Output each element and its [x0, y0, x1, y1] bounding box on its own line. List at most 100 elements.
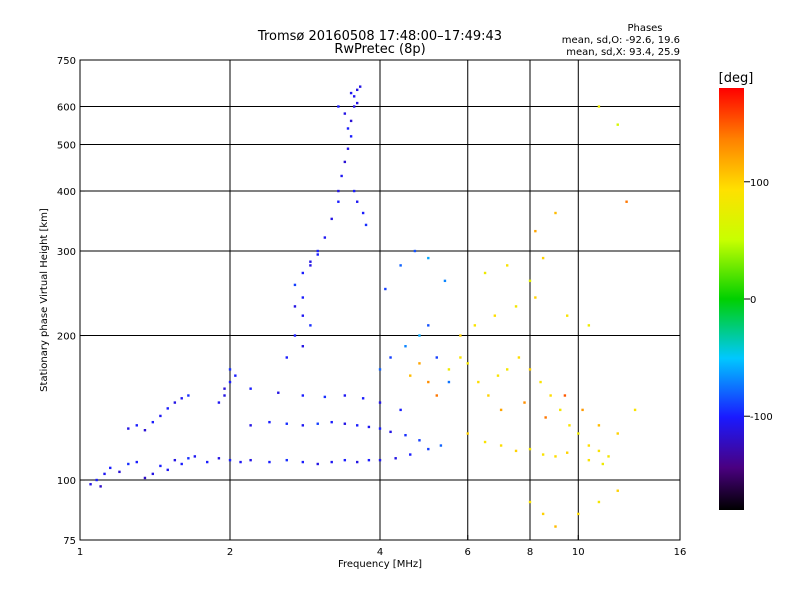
echo-point: [352, 105, 356, 108]
echo-point: [493, 314, 497, 317]
grid-lines: [80, 60, 680, 540]
echo-point: [330, 217, 333, 221]
y-tick-label: 300: [57, 247, 76, 258]
echo-point: [309, 324, 312, 327]
echo-point: [447, 380, 451, 384]
echo-point: [528, 279, 532, 283]
echo-point: [466, 362, 469, 365]
echo-point: [544, 416, 547, 419]
stats-line-o: mean, sd,O: -92.6, 19.6: [562, 35, 680, 46]
echo-point: [409, 374, 412, 377]
echo-point: [343, 112, 347, 115]
echo-point: [597, 424, 601, 427]
echo-point: [563, 394, 567, 397]
echo-point: [293, 283, 297, 287]
echo-point: [499, 408, 503, 412]
echo-point: [349, 119, 353, 123]
echo-point: [367, 425, 371, 429]
echo-point: [95, 478, 98, 482]
echo-point: [378, 458, 382, 462]
echo-point: [217, 457, 221, 460]
echo-point: [541, 453, 545, 456]
chart-subtitle: RwPretec (8p): [334, 42, 425, 57]
echo-point: [477, 380, 480, 384]
echo-point: [301, 394, 305, 397]
echo-point: [103, 472, 106, 476]
echo-point: [228, 368, 232, 371]
echo-point: [301, 314, 305, 317]
echo-point: [205, 460, 209, 464]
echo-point: [343, 394, 347, 397]
echo-point: [427, 380, 430, 384]
echo-point: [378, 401, 382, 404]
echo-point: [447, 368, 451, 371]
echo-point: [285, 356, 288, 359]
echo-point: [361, 397, 365, 400]
echo-point: [523, 401, 526, 404]
y-tick-label: 500: [57, 141, 76, 152]
echo-point: [597, 500, 601, 504]
echo-point: [301, 345, 305, 348]
echo-point: [435, 394, 438, 397]
echo-point: [427, 256, 430, 260]
echo-point: [99, 485, 102, 488]
echo-point: [268, 420, 271, 424]
echo-point: [173, 458, 177, 462]
echo-point: [228, 458, 232, 462]
echo-point: [293, 334, 297, 337]
echo-point: [293, 305, 297, 308]
y-axis-label: Stationary phase Virtual Height [km]: [39, 208, 50, 392]
y-axis-ticks: 75 100 200 300 400 500 600 750: [57, 56, 85, 547]
echo-point: [268, 460, 271, 464]
x-tick-label: 6: [465, 547, 471, 558]
chart-title: Tromsø 20160508 17:48:00–17:49:43: [257, 29, 502, 44]
echo-point: [223, 394, 226, 397]
echo-point: [166, 407, 169, 410]
x-axis-ticks: 1 2 4 6 8 10 16: [77, 535, 686, 558]
echo-point: [234, 374, 237, 377]
echo-point: [565, 451, 569, 454]
echo-point: [355, 200, 359, 203]
echo-point: [443, 279, 447, 283]
echo-point: [249, 387, 252, 390]
y-tick-label: 400: [57, 187, 76, 198]
echo-point: [343, 160, 347, 164]
echo-point: [364, 223, 368, 227]
echo-point: [517, 356, 521, 359]
echo-point: [301, 296, 305, 299]
echo-point: [89, 483, 92, 486]
y-tick-label: 75: [63, 536, 76, 547]
echo-point: [459, 334, 462, 337]
echo-point: [151, 420, 155, 424]
echo-point: [496, 374, 500, 377]
echo-point: [404, 345, 407, 348]
echo-point: [418, 439, 421, 442]
echo-point: [285, 422, 288, 425]
echo-point: [633, 408, 637, 412]
echo-point: [597, 105, 601, 108]
echo-point: [625, 200, 628, 203]
echo-point: [352, 189, 356, 193]
echo-point: [466, 432, 469, 435]
echo-point: [316, 249, 319, 253]
echo-point: [166, 468, 169, 472]
echo-point: [173, 401, 177, 404]
echo-point: [309, 264, 312, 267]
echo-point: [277, 391, 280, 394]
echo-point: [399, 408, 402, 412]
echo-point: [541, 512, 545, 516]
echo-point: [607, 455, 610, 458]
x-tick-label: 2: [227, 547, 233, 558]
echo-point: [135, 424, 138, 427]
echo-point: [601, 462, 605, 466]
echo-point: [505, 368, 509, 371]
echo-point: [159, 464, 162, 468]
echo-point: [483, 440, 487, 444]
echo-point: [389, 356, 392, 359]
echo-point: [568, 424, 571, 427]
echo-point: [587, 458, 591, 462]
echo-point: [330, 420, 333, 424]
echo-point: [193, 455, 197, 458]
echo-point: [349, 91, 353, 95]
